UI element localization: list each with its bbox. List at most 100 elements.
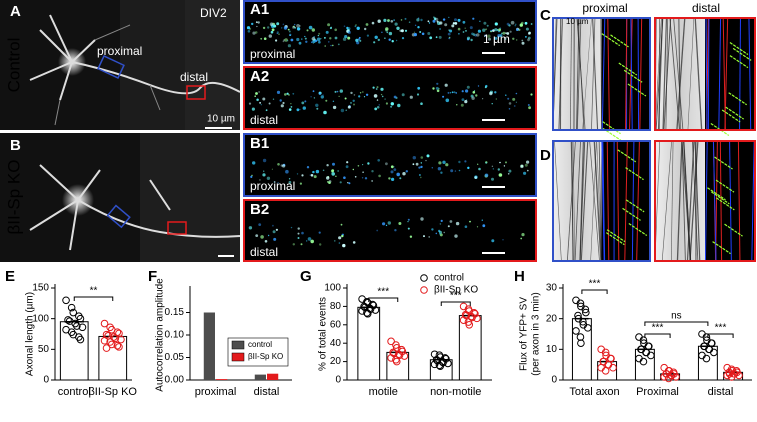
punctum xyxy=(449,92,452,94)
data-point xyxy=(660,373,668,381)
punctum xyxy=(343,25,346,28)
punctum xyxy=(290,38,294,42)
punctum xyxy=(439,233,441,235)
punctum xyxy=(387,19,390,22)
punctum xyxy=(277,182,279,184)
punctum xyxy=(284,38,288,42)
punctum xyxy=(391,40,394,43)
kymo-border xyxy=(552,17,651,131)
punctum xyxy=(436,82,439,85)
punctum xyxy=(294,26,297,29)
punctum xyxy=(363,96,366,98)
punctum xyxy=(447,225,450,228)
trace xyxy=(704,140,708,262)
trace xyxy=(718,17,722,131)
data-point xyxy=(100,336,109,345)
punctum xyxy=(504,37,507,41)
punctum xyxy=(435,36,438,39)
punctum xyxy=(506,32,510,35)
punctum xyxy=(301,174,304,177)
punctum xyxy=(494,28,498,32)
punctum xyxy=(462,20,466,24)
punctum xyxy=(454,170,457,172)
kymo-track xyxy=(673,17,684,131)
stage-label: DIV2 xyxy=(200,6,227,20)
data-point xyxy=(444,359,452,368)
kymo-track xyxy=(572,140,576,262)
punctum xyxy=(506,22,510,26)
kymo-track xyxy=(598,140,602,262)
punctum xyxy=(361,177,364,179)
punctum xyxy=(404,17,407,20)
punctum xyxy=(276,90,281,94)
punctum xyxy=(524,163,528,167)
y-tick-label: 20 xyxy=(330,356,342,367)
data-point xyxy=(639,357,648,366)
y-tick-label: 40 xyxy=(330,338,342,349)
significance-label: ** xyxy=(90,286,98,297)
punctum xyxy=(472,17,475,20)
trace xyxy=(618,62,638,76)
punctum xyxy=(371,180,373,182)
punctum xyxy=(272,230,276,234)
data-point xyxy=(400,352,409,360)
punctum xyxy=(342,243,346,248)
punctum xyxy=(315,169,320,174)
punctum xyxy=(311,41,313,43)
punctum xyxy=(461,98,465,101)
trace xyxy=(721,109,741,123)
punctum xyxy=(478,167,481,171)
punctum xyxy=(472,33,476,36)
punctum xyxy=(485,28,487,31)
punctum xyxy=(413,31,416,33)
punctum xyxy=(254,95,256,97)
punctum xyxy=(515,101,518,103)
punctum xyxy=(523,171,527,175)
punctum xyxy=(390,165,394,169)
x-tick-label: non-motile xyxy=(430,386,481,398)
punctum xyxy=(450,169,454,173)
punctum xyxy=(371,170,374,173)
punctum xyxy=(342,37,347,41)
punctum xyxy=(464,160,467,163)
punctum xyxy=(287,40,289,42)
punctum xyxy=(457,27,461,31)
punctum xyxy=(273,181,276,183)
data-point xyxy=(723,371,731,380)
punctum xyxy=(416,93,420,96)
punctum xyxy=(338,242,341,244)
data-point xyxy=(115,343,123,351)
punctum xyxy=(479,20,481,22)
scale-label: 10 µm xyxy=(207,114,235,125)
punctum xyxy=(256,25,258,28)
kymo-track xyxy=(554,140,562,262)
punctum xyxy=(485,162,487,164)
punctum xyxy=(418,174,421,176)
punctum xyxy=(281,164,286,168)
punctum xyxy=(438,35,442,39)
punctum xyxy=(309,174,311,176)
punctum xyxy=(477,163,479,165)
punctum xyxy=(338,95,340,97)
punctum xyxy=(287,44,291,48)
punctum xyxy=(304,37,307,40)
punctum xyxy=(462,31,465,33)
punctum xyxy=(376,99,379,101)
kymo-border xyxy=(552,140,651,262)
panel-label: D xyxy=(540,147,551,164)
y-tick-label: 20 xyxy=(546,313,558,324)
punctum xyxy=(465,89,469,93)
punctum xyxy=(393,95,397,99)
punctum xyxy=(352,99,355,103)
kymo-border xyxy=(654,17,756,131)
x-tick-label: Total axon xyxy=(569,386,619,398)
punctum xyxy=(520,237,523,240)
punctum xyxy=(312,90,315,93)
kymo-track xyxy=(600,17,602,131)
data-point xyxy=(574,311,582,320)
punctum xyxy=(435,17,439,21)
kymo-track xyxy=(570,140,574,262)
punctum xyxy=(263,37,267,40)
punctum xyxy=(469,26,473,30)
bar xyxy=(216,379,228,380)
